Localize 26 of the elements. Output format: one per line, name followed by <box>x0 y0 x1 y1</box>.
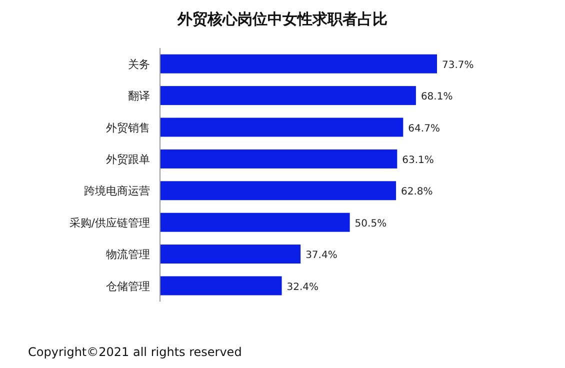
data-label: 63.1% <box>402 154 434 166</box>
y-tick-label: 采购/供应链管理 <box>69 216 150 230</box>
text: Copyright©2021 all rights reserved <box>28 345 242 359</box>
bar <box>160 276 282 296</box>
bar <box>160 86 416 106</box>
bar <box>160 118 404 137</box>
data-label: 62.8% <box>401 186 433 198</box>
data-label: 32.4% <box>286 282 319 293</box>
y-tick-label: 跨境电商运营 <box>84 184 150 198</box>
y-tick-label: 外贸跟单 <box>106 152 150 166</box>
chart-title: 外贸核心岗位中女性求职者占比 <box>176 10 388 28</box>
data-label: 37.4% <box>306 250 338 262</box>
y-tick-label: 物流管理 <box>106 248 150 262</box>
bar <box>160 149 398 168</box>
y-tick-label: 翻译 <box>128 90 150 103</box>
y-tick-label: 外贸销售 <box>106 121 150 134</box>
data-label: 73.7% <box>442 60 474 71</box>
data-label: 50.5% <box>354 218 387 230</box>
bar <box>160 244 301 264</box>
data-label: 64.7% <box>408 123 440 134</box>
y-tick-label: 仓储管理 <box>106 280 150 293</box>
data-label: 68.1% <box>420 92 453 103</box>
bar <box>160 181 396 200</box>
bar <box>160 54 437 74</box>
bar <box>160 212 350 232</box>
y-tick-label: 关务 <box>128 58 150 71</box>
